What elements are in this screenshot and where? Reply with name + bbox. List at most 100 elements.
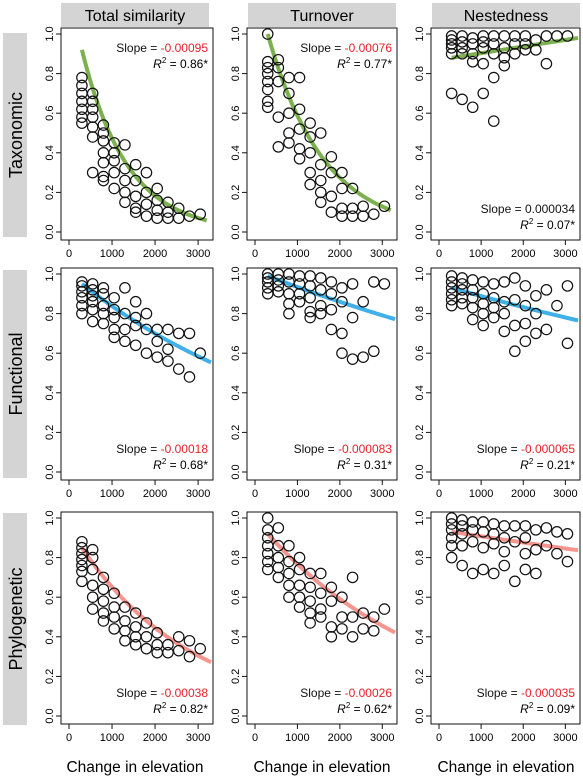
data-point <box>162 646 174 659</box>
data-point <box>119 186 131 199</box>
data-point <box>304 178 316 191</box>
row-header-bg <box>3 513 27 725</box>
data-point <box>530 44 542 56</box>
data-point <box>336 591 348 603</box>
data-point <box>129 607 142 619</box>
y-tick-label: 0.8 <box>414 66 426 81</box>
r2-annotation: R2 = 0.77* <box>337 56 392 71</box>
data-point <box>466 55 479 68</box>
slope-label: Slope = <box>477 442 521 456</box>
data-point <box>129 311 142 324</box>
data-point <box>466 535 479 548</box>
data-point <box>456 278 468 290</box>
data-point <box>119 307 131 320</box>
x-tick-label: 0 <box>252 248 258 260</box>
data-point <box>445 531 458 544</box>
data-point <box>519 520 532 532</box>
fit-curve <box>265 33 392 213</box>
data-point <box>97 307 110 320</box>
data-point <box>477 276 490 288</box>
data-point <box>261 61 274 74</box>
data-point <box>86 103 99 116</box>
data-point <box>509 345 521 358</box>
data-point <box>140 642 153 655</box>
data-point <box>456 42 468 54</box>
r2-superscript: 2 <box>346 56 351 65</box>
data-point <box>509 272 521 284</box>
y-tick-label: 1.0 <box>414 26 426 41</box>
r2-annotation: R2 = 0.68* <box>153 457 208 472</box>
y-tick-label: 0.6 <box>414 346 426 361</box>
x-tick-label: 1000 <box>100 488 124 500</box>
data-point <box>97 595 110 607</box>
fit-curve <box>267 274 396 322</box>
data-point <box>378 603 391 615</box>
data-point <box>336 611 348 623</box>
data-point <box>314 611 327 623</box>
slope-value: -0.000035 <box>521 686 575 700</box>
data-point <box>304 617 316 629</box>
data-point <box>97 174 110 187</box>
data-point <box>172 630 185 643</box>
data-point <box>456 514 468 526</box>
data-point <box>194 347 207 359</box>
x-tick-label: 2000 <box>511 732 535 744</box>
data-point <box>487 567 500 580</box>
data-point <box>183 634 196 647</box>
column-header-label: Total similarity <box>85 8 185 25</box>
data-point <box>346 210 359 222</box>
slope-value: -0.00038 <box>161 686 209 700</box>
data-point <box>304 595 316 607</box>
data-point <box>477 297 490 310</box>
data-point <box>86 315 99 328</box>
x-tick-label: 3000 <box>186 488 210 500</box>
data-point <box>108 623 120 635</box>
r2-superscript: 2 <box>162 56 167 65</box>
data-point <box>456 297 468 310</box>
data-point <box>261 563 274 576</box>
r2-annotation: R2 = 0.82* <box>153 701 208 716</box>
data-point <box>509 319 521 332</box>
slope-value: -0.000083 <box>338 442 392 456</box>
data-point <box>477 541 490 554</box>
slope-annotation: Slope = -0.000065 <box>477 442 576 456</box>
y-tick-label: 0.4 <box>44 385 56 400</box>
data-point <box>108 303 120 316</box>
x-tick-label: 3000 <box>186 248 210 260</box>
r2-superscript: 2 <box>346 457 351 466</box>
data-point <box>129 319 142 332</box>
data-point <box>293 551 306 564</box>
data-point <box>108 331 120 344</box>
data-point <box>293 123 306 135</box>
data-point <box>119 335 131 348</box>
y-tick-label: 0.4 <box>44 629 56 644</box>
data-point <box>561 30 574 42</box>
x-tick-label: 2000 <box>328 732 352 744</box>
data-point <box>509 47 521 60</box>
column-header-turnover: Turnover <box>248 3 396 27</box>
data-point <box>357 623 369 635</box>
x-tick-label: 3000 <box>553 248 577 260</box>
x-axis-title: Change in elevation <box>437 759 574 776</box>
y-tick-label: 1.0 <box>44 266 56 281</box>
y-tick-label: 1.0 <box>414 266 426 281</box>
x-tick-label: 3000 <box>370 248 394 260</box>
data-point <box>261 282 274 294</box>
data-point <box>445 270 458 282</box>
row-header-bg <box>3 33 27 237</box>
data-point <box>183 650 196 663</box>
panel-functional-total-similarity: 0.0 0.2 0.4 0.6 0.8 1.0 0 1000 2000 3000 Slope = -… <box>44 266 214 500</box>
data-point <box>86 543 99 556</box>
data-point <box>519 38 532 50</box>
x-axis-title: Change in elevation <box>66 759 203 776</box>
panel-phylogenetic-total-similarity: 0.0 0.2 0.4 0.6 0.8 1.0 0 1000 2000 3000 Slope = -… <box>44 510 214 744</box>
data-point <box>172 212 185 224</box>
r2-annotation: R2 = 0.31* <box>337 457 392 472</box>
data-point <box>540 30 553 42</box>
data-point <box>466 313 479 326</box>
y-tick-label: 0.6 <box>230 346 242 361</box>
data-point <box>261 55 274 68</box>
data-point <box>540 57 553 70</box>
data-point <box>140 307 153 320</box>
data-point <box>445 293 458 306</box>
